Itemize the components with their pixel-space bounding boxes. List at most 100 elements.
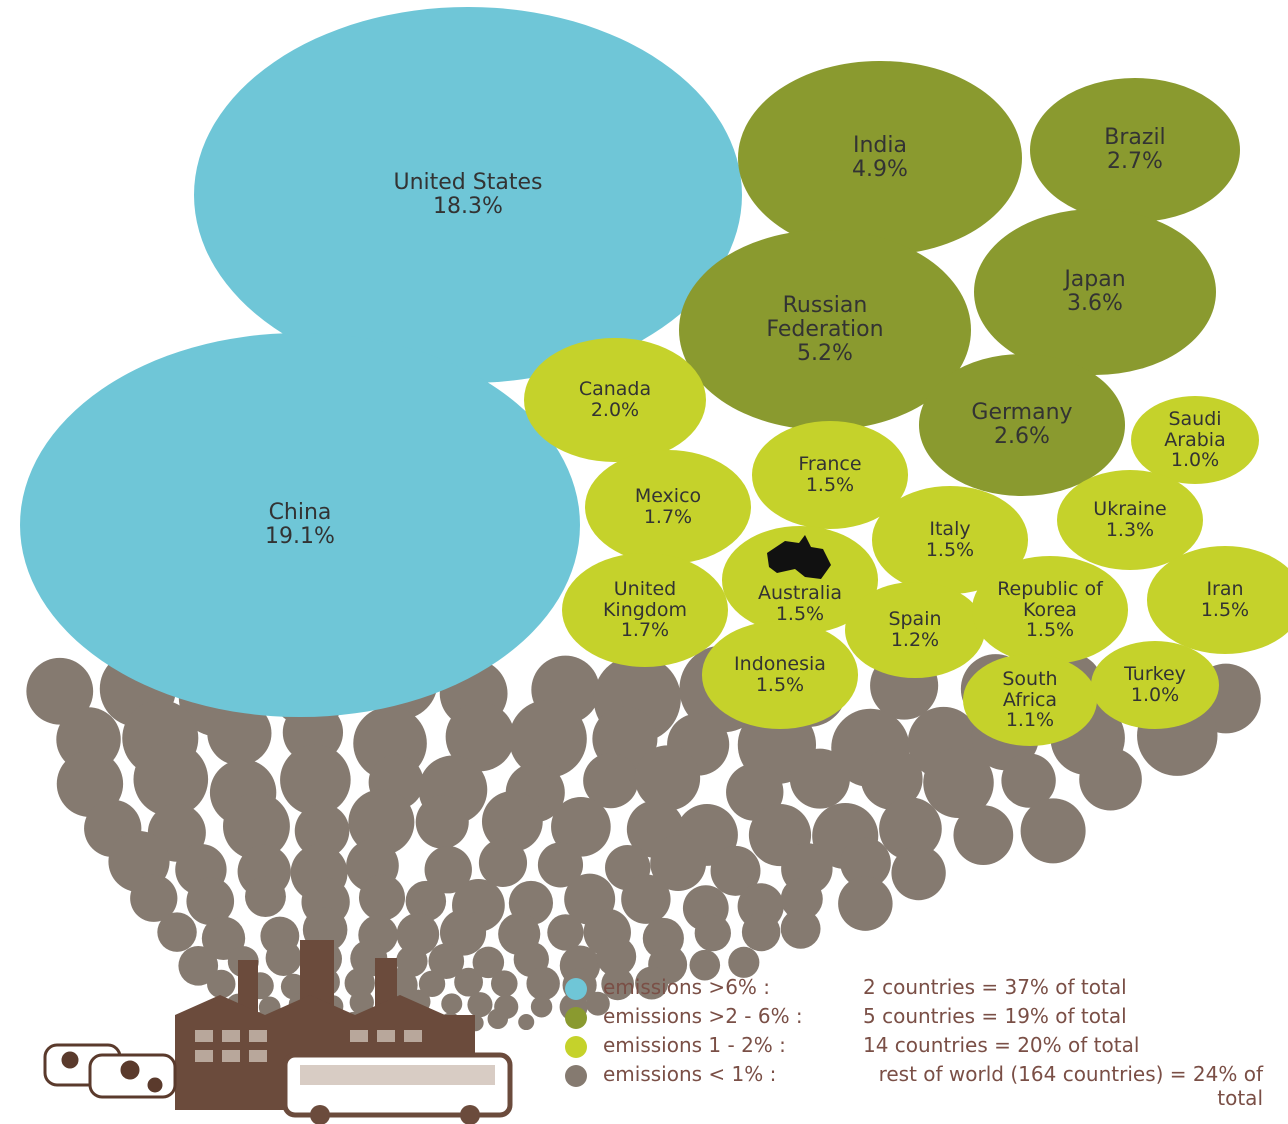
legend-item: emissions >2 - 6% : 5 countries = 19% of … [565,1004,1285,1033]
country-bubble: Russian Federation 5.2% [679,229,971,431]
small-bubble [634,745,701,811]
small-bubble [1079,747,1142,811]
country-name: Russian Federation [766,292,884,342]
small-bubble [860,748,923,810]
small-bubble [415,795,469,849]
legend-note: 14 countries = 20% of total [863,1033,1140,1057]
country-name: France [798,453,862,476]
value-label: 5.2% [797,341,853,367]
country-name: Brazil [1104,124,1166,150]
country-bubble: Mexico 1.7% [584,449,752,565]
small-bubble [650,835,707,891]
small-bubble [207,701,272,766]
small-bubble [472,946,505,979]
country-bubble: Spain 1.2% [844,581,986,679]
small-bubble [547,914,584,951]
small-bubble [130,874,178,922]
country-name: United States [393,169,543,195]
country-bubble: Germany 2.6% [918,354,1126,496]
small-bubble [780,877,823,920]
country-name: Japan [1064,266,1126,292]
value-label: 1.7% [643,505,693,528]
country-bubble: China 19.1% [20,332,580,718]
legend-swatch [565,1007,587,1029]
country-bubble: India 4.9% [738,60,1022,256]
legend-note: 5 countries = 19% of total [863,1004,1127,1028]
small-bubble [186,877,235,926]
value-label: 2.0% [590,398,640,421]
country-bubble: Iran 1.5% [1146,546,1288,654]
small-bubble [358,874,406,921]
legend-label: emissions >2 - 6% : [603,1004,803,1028]
country-bubble: Canada 2.0% [524,337,706,463]
country-name: Australia [757,582,843,605]
country-bubble: Indonesia 1.5% [701,621,859,729]
small-bubble [294,803,350,859]
country-name: Mexico [634,485,702,508]
small-bubble [222,792,290,860]
legend-swatch [565,1036,587,1058]
country-name: Canada [578,378,652,401]
legend-note: 2 countries = 37% of total [863,975,1127,999]
small-bubble [551,797,611,857]
country-name: United Kingdom [602,577,687,621]
small-bubble [780,908,821,949]
bus [282,1052,513,1124]
value-label: 3.6% [1067,290,1123,316]
small-bubble [157,912,197,952]
country-bubble: Turkey 1.0% [1091,641,1219,729]
small-bubble [838,876,893,931]
country-bubble: Saudi Arabia 1.0% [1131,396,1259,484]
small-bubble [478,838,528,887]
value-label: 18.3% [433,193,503,219]
small-bubble [344,967,375,999]
legend-label: emissions < 1% : [603,1062,777,1086]
small-bubble [1020,798,1086,864]
small-bubble [694,914,731,952]
small-bubble [424,846,472,894]
legend: emissions >6% : 2 countries = 37% of tota… [565,975,1285,1110]
small-bubble [508,699,587,778]
legend-note: rest of world (164 countries) = 24% of t… [878,1062,1263,1110]
small-bubble [518,1013,535,1031]
small-bubble [537,842,584,888]
legend-item: emissions >6% : 2 countries = 37% of tota… [565,975,1285,1004]
small-bubble [133,741,209,817]
country-bubble: Ukraine 1.3% [1057,469,1203,571]
small-bubble [879,797,942,861]
country-name: Ukraine [1093,498,1167,521]
country-name: Germany [971,399,1073,425]
legend-label: emissions 1 - 2% : [603,1033,786,1057]
country-name: Iran [1206,578,1244,601]
legend-swatch [565,978,587,1000]
country-name: Saudi Arabia [1164,407,1226,451]
small-bubble [349,990,374,1015]
legend-swatch [565,1065,587,1087]
small-bubble [789,748,850,809]
value-label: 1.0% [1170,449,1220,472]
legend-label: emissions >6% : [603,975,771,999]
small-bubble [585,991,610,1016]
small-bubble [490,970,518,997]
small-bubble [741,912,781,952]
small-bubble [526,966,560,1001]
small-bubble [405,880,447,922]
australia-shape [766,535,831,580]
small-bubble [280,744,351,816]
country-bubble: Japan 3.6% [973,208,1217,376]
value-label: 1.7% [620,619,670,642]
value-label: 1.2% [890,628,940,651]
country-name: Italy [929,518,971,541]
small-bubble [454,967,483,997]
small-bubble [481,791,543,852]
country-name: Indonesia [734,653,826,676]
small-bubble [26,657,94,725]
small-bubble [689,949,721,981]
small-bubble [445,702,515,772]
small-bubble [621,874,671,924]
small-bubble [428,943,465,979]
value-label: 1.1% [1005,709,1055,732]
small-bubble [348,789,415,856]
small-bubble [530,996,553,1018]
value-label: 1.5% [1025,619,1075,642]
